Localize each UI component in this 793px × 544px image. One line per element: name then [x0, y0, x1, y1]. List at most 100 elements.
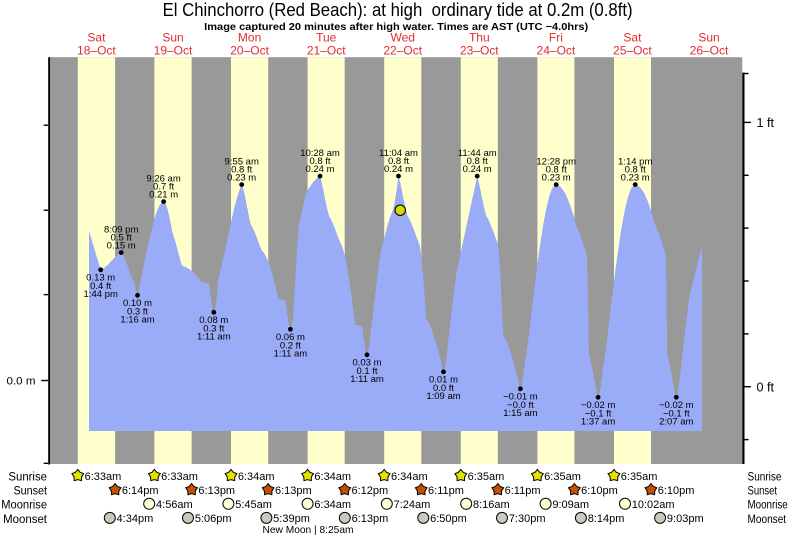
svg-text:11:04 am: 11:04 am	[379, 148, 418, 159]
svg-text:Tue: Tue	[316, 31, 337, 45]
svg-text:24–Oct: 24–Oct	[537, 43, 576, 57]
svg-text:−0.0 ft: −0.0 ft	[507, 400, 534, 411]
svg-text:Sat: Sat	[623, 31, 642, 45]
svg-text:0.1 ft: 0.1 ft	[356, 366, 377, 377]
svg-text:19–Oct: 19–Oct	[154, 43, 193, 57]
svg-text:2:07 am: 2:07 am	[659, 416, 693, 427]
svg-text:0.4 ft: 0.4 ft	[90, 281, 111, 292]
svg-text:Moonrise: Moonrise	[1, 498, 47, 512]
svg-text:0.24 m: 0.24 m	[463, 164, 492, 175]
svg-text:6:34am: 6:34am	[238, 471, 275, 483]
svg-text:6:11pm: 6:11pm	[428, 485, 464, 497]
svg-text:El Chinchorro (Red Beach): at: El Chinchorro (Red Beach): at high ordin…	[163, 0, 633, 20]
svg-text:0.08 m: 0.08 m	[199, 315, 228, 326]
svg-text:6:35am: 6:35am	[621, 471, 658, 483]
svg-text:0.10 m: 0.10 m	[123, 298, 152, 309]
svg-text:5:39pm: 5:39pm	[273, 513, 310, 525]
svg-text:Moonset: Moonset	[3, 512, 47, 526]
svg-text:0.7 ft: 0.7 ft	[153, 181, 174, 192]
svg-text:1:09 am: 1:09 am	[426, 391, 460, 402]
svg-text:8:16am: 8:16am	[473, 499, 510, 511]
svg-text:0.8 ft: 0.8 ft	[546, 164, 567, 175]
svg-text:7:24am: 7:24am	[394, 499, 431, 511]
svg-text:1:37 am: 1:37 am	[581, 416, 615, 427]
svg-text:0.21 m: 0.21 m	[149, 190, 178, 201]
svg-text:7:30pm: 7:30pm	[509, 513, 546, 525]
svg-text:4:34pm: 4:34pm	[117, 513, 154, 525]
svg-text:Mon: Mon	[238, 31, 261, 45]
svg-text:Sunset: Sunset	[14, 484, 48, 498]
svg-text:6:35am: 6:35am	[468, 471, 505, 483]
svg-text:1:11 am: 1:11 am	[274, 348, 308, 359]
svg-text:9:03pm: 9:03pm	[667, 513, 704, 525]
svg-text:−0.02 m: −0.02 m	[581, 400, 616, 411]
svg-text:25–Oct: 25–Oct	[613, 43, 652, 57]
svg-text:6:34am: 6:34am	[314, 471, 351, 483]
svg-text:1:44 pm: 1:44 pm	[84, 289, 118, 300]
svg-text:1:15 am: 1:15 am	[503, 408, 537, 419]
svg-text:0.8 ft: 0.8 ft	[467, 156, 488, 167]
svg-text:9:09am: 9:09am	[552, 499, 589, 511]
svg-text:18–Oct: 18–Oct	[77, 43, 116, 57]
svg-text:8:09 pm: 8:09 pm	[104, 224, 138, 235]
svg-text:6:33am: 6:33am	[161, 471, 198, 483]
svg-text:0.8 ft: 0.8 ft	[309, 156, 330, 167]
svg-text:6:35am: 6:35am	[544, 471, 581, 483]
svg-text:6:50pm: 6:50pm	[430, 513, 467, 525]
svg-text:0.13 m: 0.13 m	[86, 273, 115, 284]
svg-text:0.01 m: 0.01 m	[429, 375, 458, 386]
svg-text:6:11pm: 6:11pm	[505, 485, 541, 497]
svg-text:22–Oct: 22–Oct	[383, 43, 422, 57]
svg-text:11:44 am: 11:44 am	[458, 148, 497, 159]
svg-text:8:14pm: 8:14pm	[588, 513, 625, 525]
svg-text:0.5 ft: 0.5 ft	[111, 232, 132, 243]
svg-text:0.2 ft: 0.2 ft	[280, 340, 301, 351]
svg-text:6:10pm: 6:10pm	[658, 485, 695, 497]
svg-text:Moonset: Moonset	[748, 512, 787, 526]
svg-text:New Moon | 8:25am: New Moon | 8:25am	[263, 525, 354, 536]
svg-text:−0.02 m: −0.02 m	[659, 400, 694, 411]
svg-text:5:45am: 5:45am	[235, 499, 272, 511]
svg-text:Moonrise: Moonrise	[748, 498, 788, 512]
svg-text:23–Oct: 23–Oct	[460, 43, 499, 57]
svg-text:0.3 ft: 0.3 ft	[127, 306, 148, 317]
svg-text:0.0 m: 0.0 m	[7, 376, 36, 388]
svg-text:−0.01 m: −0.01 m	[503, 392, 538, 403]
svg-text:Wed: Wed	[390, 31, 414, 45]
svg-text:Sunrise: Sunrise	[748, 470, 782, 484]
svg-text:6:10pm: 6:10pm	[581, 485, 618, 497]
svg-text:0.8 ft: 0.8 ft	[625, 164, 646, 175]
svg-text:12:28 pm: 12:28 pm	[536, 156, 576, 167]
svg-text:6:14pm: 6:14pm	[122, 485, 159, 497]
svg-text:6:13pm: 6:13pm	[352, 513, 389, 525]
svg-text:0.24 m: 0.24 m	[384, 164, 413, 175]
svg-text:0.8 ft: 0.8 ft	[231, 164, 252, 175]
svg-text:Thu: Thu	[469, 31, 490, 45]
svg-text:0.23 m: 0.23 m	[621, 173, 650, 184]
svg-text:Sat: Sat	[87, 31, 106, 45]
svg-text:21–Oct: 21–Oct	[307, 43, 346, 57]
svg-text:Sun: Sun	[162, 31, 183, 45]
svg-text:6:12pm: 6:12pm	[352, 485, 389, 497]
svg-text:0 ft: 0 ft	[757, 380, 775, 394]
svg-text:9:26 am: 9:26 am	[146, 173, 180, 184]
svg-text:5:06pm: 5:06pm	[195, 513, 232, 525]
svg-text:0.15 m: 0.15 m	[107, 241, 136, 252]
svg-text:6:13pm: 6:13pm	[198, 485, 235, 497]
svg-text:Fri: Fri	[549, 31, 563, 45]
svg-text:0.03 m: 0.03 m	[352, 358, 381, 369]
svg-text:0.0 ft: 0.0 ft	[433, 383, 454, 394]
svg-text:0.06 m: 0.06 m	[276, 332, 305, 343]
svg-text:0.24 m: 0.24 m	[305, 164, 334, 175]
svg-text:1:14 pm: 1:14 pm	[618, 156, 652, 167]
svg-text:6:33am: 6:33am	[85, 471, 122, 483]
svg-text:−0.1 ft: −0.1 ft	[585, 408, 612, 419]
svg-text:1:11 am: 1:11 am	[197, 331, 231, 342]
svg-text:4:56am: 4:56am	[156, 499, 193, 511]
svg-text:1 ft: 1 ft	[757, 116, 775, 130]
svg-text:Image captured 20 minutes afte: Image captured 20 minutes after high wat…	[204, 21, 588, 33]
svg-text:10:28 am: 10:28 am	[300, 148, 340, 159]
svg-text:0.3 ft: 0.3 ft	[203, 323, 224, 334]
svg-text:1:11 am: 1:11 am	[350, 374, 384, 385]
svg-text:0.23 m: 0.23 m	[542, 173, 571, 184]
